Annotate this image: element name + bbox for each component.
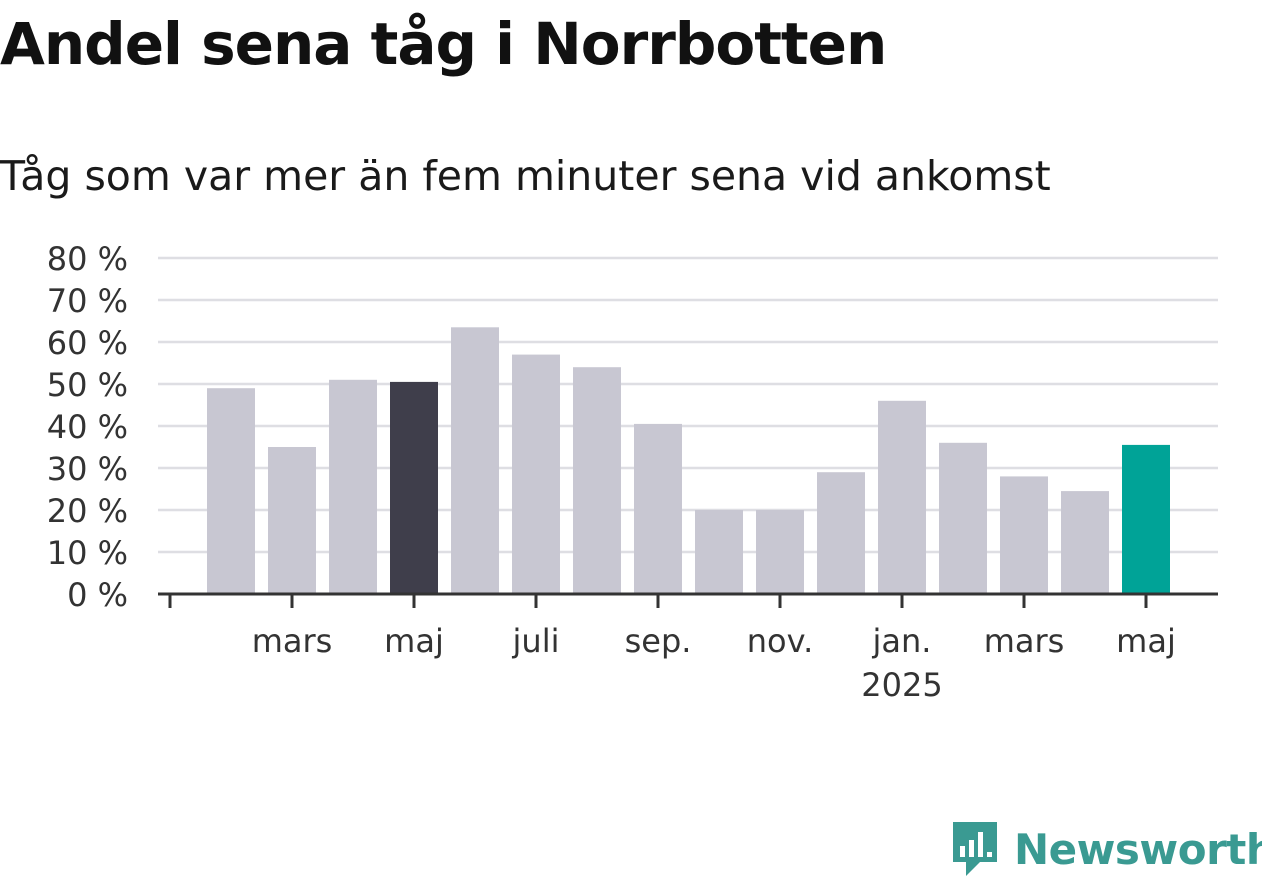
bar-2024-09 <box>634 423 682 594</box>
y-tick-label: 70 % <box>47 282 128 320</box>
brand-name: Newsworthy <box>1014 824 1262 874</box>
y-tick-label: 30 % <box>47 450 128 488</box>
bar-2025-03 <box>1000 476 1048 594</box>
bar-2024-03 <box>268 447 316 594</box>
bar-2024-05 <box>390 381 438 594</box>
chart-subtitle: Tåg som var mer än fem minuter sena vid … <box>0 152 1051 200</box>
bar-2025-04 <box>1061 491 1109 594</box>
bar-2024-06 <box>451 327 499 594</box>
bar-2024-07 <box>512 354 560 594</box>
brand-logo: Newsworthy <box>950 818 1262 880</box>
x-axis <box>158 592 1218 608</box>
gridlines <box>158 256 1218 554</box>
bar-2024-02 <box>207 388 255 594</box>
bars <box>207 327 1170 594</box>
x-tick-label: mars <box>984 622 1065 660</box>
bar-2025-01 <box>878 400 926 594</box>
x-tick-label: jan. 2025 <box>861 622 942 704</box>
newsworthy-logo-icon <box>953 822 997 876</box>
x-tick-label: maj <box>1116 622 1176 660</box>
x-tick-label: juli <box>512 622 560 660</box>
x-tick-label: mars <box>252 622 333 660</box>
x-tick-label: maj <box>384 622 444 660</box>
y-tick-label: 60 % <box>47 324 128 362</box>
bar-2024-12 <box>817 472 865 594</box>
y-tick-label: 20 % <box>47 492 128 530</box>
x-tick-label: sep. <box>625 622 692 660</box>
chart-title: Andel sena tåg i Norrbotten <box>0 10 887 78</box>
y-tick-label: 40 % <box>47 408 128 446</box>
y-tick-label: 80 % <box>47 240 128 278</box>
bar-2025-05 <box>1122 444 1170 594</box>
y-tick-label: 0 % <box>67 576 128 614</box>
bar-2024-10 <box>695 510 743 594</box>
y-tick-label: 50 % <box>47 366 128 404</box>
x-axis-tick-labels: mars maj juli sep. nov. jan. 2025 mars maj <box>252 622 1176 704</box>
x-tick-label: nov. <box>747 622 813 660</box>
bar-2024-08 <box>573 367 621 594</box>
bar-2024-04 <box>329 379 377 594</box>
y-tick-label: 10 % <box>47 534 128 572</box>
bar-2025-02 <box>939 442 987 594</box>
bar-chart: 0 % 10 % 20 % 30 % 40 % 50 % 60 % 70 % 80 % mars… <box>47 240 1218 704</box>
y-axis-tick-labels: 0 % 10 % 20 % 30 % 40 % 50 % 60 % 70 % 80 % <box>47 240 128 614</box>
bar-2024-11 <box>756 510 804 594</box>
